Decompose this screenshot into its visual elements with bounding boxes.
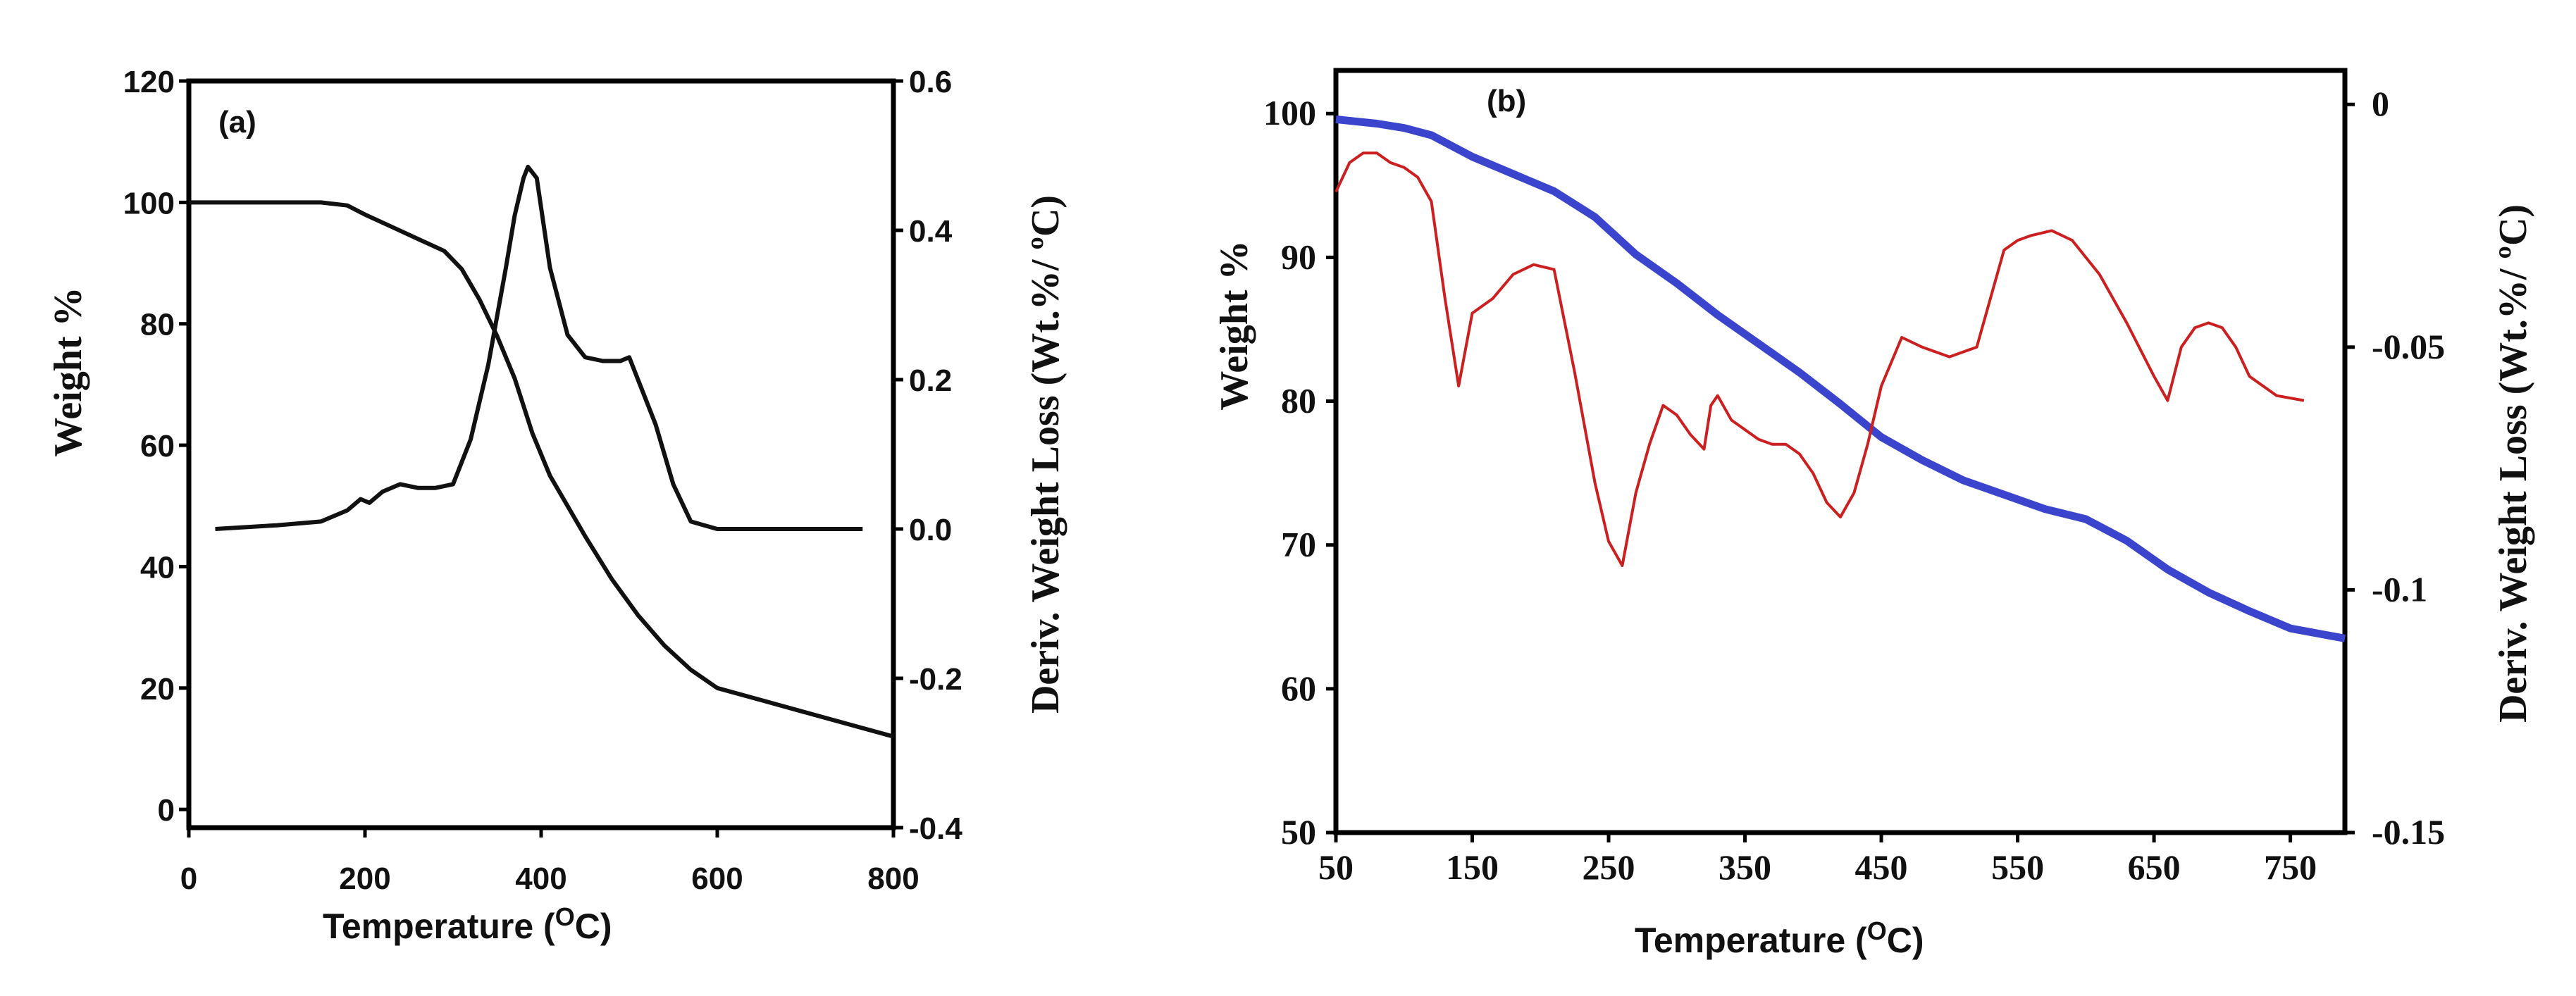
y2-tick-label: 0.4 (909, 214, 953, 249)
y2-ticks-b: -0.15 -0.1 -0.05 0 (2345, 84, 2445, 852)
y-tick-label: 100 (1263, 93, 1316, 132)
y2-tick-label: -0.15 (2372, 812, 2445, 852)
y2-tick-label: -0.2 (909, 662, 962, 697)
x-tick-label: 450 (1855, 847, 1908, 887)
x-tick-label: 750 (2264, 847, 2317, 887)
y2-tick-label: 0.6 (909, 65, 952, 99)
x-ticks-a: 0 200 400 600 800 (180, 828, 919, 896)
y-tick-label: 60 (140, 429, 175, 463)
y2-tick-label: -0.05 (2372, 327, 2445, 366)
y-tick-label: 120 (123, 65, 175, 99)
x-tick-label: 350 (1719, 847, 1771, 887)
y2-tick-label: 0.0 (909, 513, 952, 547)
x-tick-label: 550 (1991, 847, 2044, 887)
x-tick-label: 0 (180, 861, 197, 896)
x-tick-label: 200 (339, 861, 390, 896)
weight-curve-b (1335, 115, 2346, 642)
x-tick-label: 150 (1446, 847, 1499, 887)
y2-ticks-a: -0.4 -0.2 0.0 0.2 0.4 0.6 (893, 65, 962, 846)
chart-panel-b: (b) 50 150 250 350 450 550 650 750 50 60 70 80 90 10… (1213, 68, 2535, 960)
y2-tick-label: -0.1 (2372, 569, 2427, 609)
y2-tick-label: 0 (2372, 84, 2389, 123)
y-ticks-b: 50 60 70 80 90 100 (1263, 93, 1336, 852)
y2-tick-label: 0.2 (909, 363, 952, 398)
x-ticks-b: 50 150 250 350 450 550 650 750 (1318, 833, 2317, 887)
deriv-curve-a (215, 164, 863, 531)
y-tick-label: 60 (1281, 668, 1316, 708)
x-tick-label: 50 (1318, 847, 1354, 887)
x-tick-label: 800 (867, 861, 919, 896)
y-tick-label: 50 (1281, 812, 1316, 852)
x-axis-label-a: Temperature (OC) (323, 902, 612, 946)
x-tick-label: 250 (1583, 847, 1635, 887)
y-ticks-a: 0 20 40 60 80 100 120 (123, 65, 189, 828)
y-tick-label: 90 (1281, 237, 1316, 276)
panel-label-a: (a) (218, 105, 256, 139)
y-axis-label-b: Weight % (1213, 240, 1256, 410)
y-tick-label: 40 (140, 550, 175, 585)
y-tick-label: 80 (1281, 381, 1316, 421)
y2-tick-label: -0.4 (909, 811, 962, 846)
x-tick-label: 400 (515, 861, 566, 896)
x-tick-label: 600 (691, 861, 743, 896)
x-axis-label-b: Temperature (OC) (1635, 916, 1924, 960)
y-tick-label: 100 (123, 186, 175, 220)
y-tick-label: 0 (158, 793, 175, 828)
x-tick-label: 650 (2128, 847, 2181, 887)
plot-frame-b (1333, 68, 2348, 835)
panel-label-b: (b) (1487, 84, 1526, 118)
y-axis-label-a: Weight % (47, 287, 90, 456)
y-tick-label: 70 (1281, 525, 1316, 564)
y2-axis-label-b: Deriv. Weight Loss (Wt.%/ ºC) (2491, 204, 2535, 723)
deriv-curve-b (1335, 151, 2305, 567)
weight-curve-a (189, 200, 894, 739)
y-tick-label: 80 (140, 308, 175, 342)
y-tick-label: 20 (140, 672, 175, 706)
y2-axis-label-a: Deriv. Weight Loss (Wt.%/ ºC) (1024, 195, 1067, 714)
